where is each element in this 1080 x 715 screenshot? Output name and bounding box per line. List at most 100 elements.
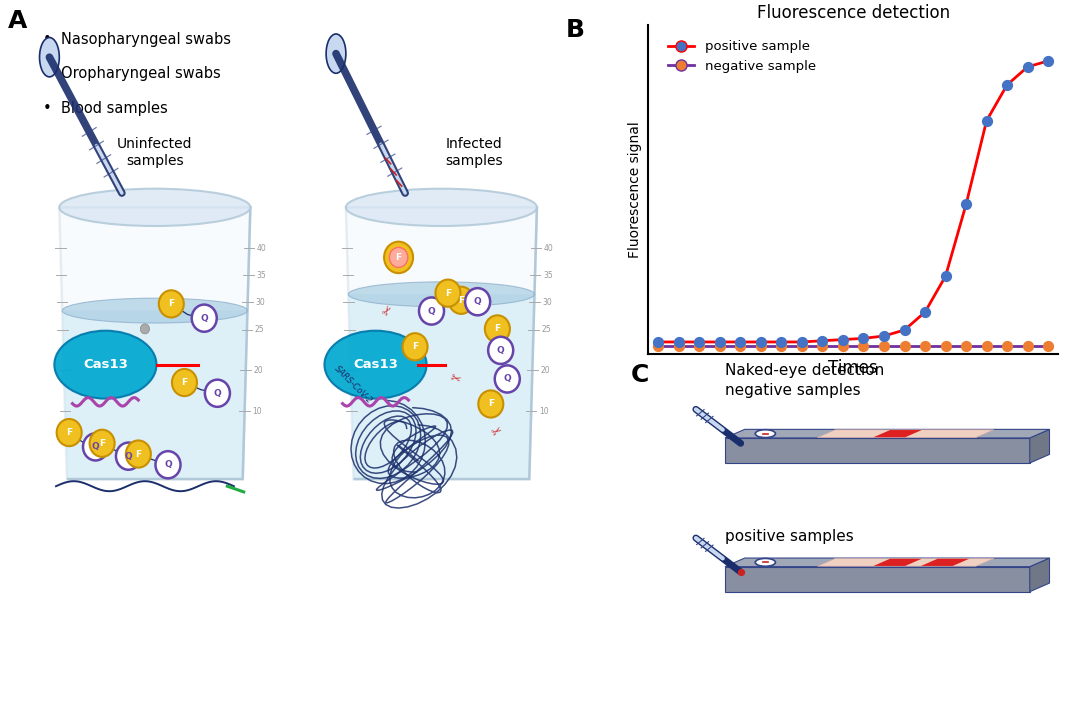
Text: Q: Q — [92, 443, 99, 451]
Circle shape — [172, 369, 197, 396]
Legend: positive sample, negative sample: positive sample, negative sample — [663, 35, 822, 78]
Circle shape — [384, 242, 413, 273]
Circle shape — [419, 297, 444, 325]
Point — [794, 336, 811, 347]
Text: 40: 40 — [257, 244, 267, 252]
Point — [670, 340, 687, 351]
Polygon shape — [725, 429, 1050, 438]
Circle shape — [56, 419, 82, 446]
Text: F: F — [411, 342, 418, 351]
Text: 25: 25 — [255, 325, 265, 334]
Ellipse shape — [755, 430, 775, 438]
Polygon shape — [874, 430, 921, 438]
Text: Cas13: Cas13 — [83, 358, 127, 371]
Circle shape — [478, 390, 503, 418]
Point — [937, 340, 955, 351]
Point — [917, 306, 934, 317]
Circle shape — [83, 433, 108, 460]
Text: F: F — [458, 296, 464, 305]
Text: Q: Q — [124, 452, 133, 460]
Circle shape — [192, 305, 217, 332]
Circle shape — [116, 443, 141, 470]
Point — [691, 336, 708, 347]
Point — [978, 115, 996, 127]
Point — [835, 334, 852, 345]
Text: 20: 20 — [254, 366, 264, 375]
Text: ✂: ✂ — [380, 303, 397, 319]
Text: •  Blood samples: • Blood samples — [43, 101, 167, 116]
Point — [875, 330, 892, 342]
Point — [875, 340, 892, 351]
Polygon shape — [874, 558, 921, 566]
Ellipse shape — [346, 189, 537, 226]
Point — [1020, 340, 1037, 351]
Text: Naked-eye detection
negative samples: Naked-eye detection negative samples — [725, 363, 885, 398]
Polygon shape — [725, 566, 1030, 592]
Ellipse shape — [755, 558, 775, 566]
Point — [855, 332, 873, 344]
Text: ✂: ✂ — [489, 424, 505, 441]
Point — [999, 79, 1016, 91]
Circle shape — [205, 380, 230, 407]
Circle shape — [159, 290, 184, 317]
Text: F: F — [495, 325, 500, 333]
Circle shape — [140, 324, 149, 334]
Text: F: F — [445, 289, 451, 297]
Text: F: F — [66, 428, 72, 437]
Ellipse shape — [59, 189, 251, 226]
Point — [917, 340, 934, 351]
Text: F: F — [395, 253, 402, 262]
Point — [1040, 55, 1057, 66]
Text: 30: 30 — [256, 298, 266, 307]
Polygon shape — [59, 207, 251, 479]
Text: F: F — [488, 400, 494, 408]
Point — [896, 340, 914, 351]
Circle shape — [495, 365, 519, 393]
Point — [732, 566, 750, 578]
Text: F: F — [168, 300, 174, 308]
Circle shape — [485, 315, 510, 342]
Point — [732, 336, 750, 347]
Text: Q: Q — [201, 314, 208, 322]
Polygon shape — [346, 207, 537, 479]
Text: F: F — [135, 450, 141, 458]
Point — [999, 340, 1016, 351]
Point — [978, 340, 996, 351]
Text: B: B — [566, 19, 585, 42]
Text: C: C — [631, 363, 649, 387]
Text: Q: Q — [503, 375, 511, 383]
Text: ✂: ✂ — [447, 371, 462, 387]
Text: •  Oropharyngeal swabs: • Oropharyngeal swabs — [43, 66, 220, 82]
Text: 30: 30 — [542, 298, 552, 307]
Ellipse shape — [40, 37, 59, 77]
Text: 10: 10 — [539, 407, 549, 415]
Point — [712, 336, 729, 347]
Point — [937, 270, 955, 282]
Point — [1040, 340, 1057, 351]
Circle shape — [435, 280, 460, 307]
Polygon shape — [818, 558, 994, 566]
Ellipse shape — [324, 330, 427, 398]
Polygon shape — [63, 310, 247, 479]
Text: SARS-CoV-2: SARS-CoV-2 — [333, 365, 375, 406]
Ellipse shape — [63, 298, 247, 323]
Point — [773, 340, 791, 351]
Point — [794, 340, 811, 351]
Point — [896, 325, 914, 336]
Point — [670, 336, 687, 347]
Point — [691, 340, 708, 351]
Text: Q: Q — [428, 307, 435, 315]
Text: •  Nasopharyngeal swabs: • Nasopharyngeal swabs — [43, 32, 231, 47]
Text: Q: Q — [214, 389, 221, 398]
Text: 25: 25 — [541, 325, 551, 334]
Text: 40: 40 — [543, 244, 553, 252]
Point — [835, 340, 852, 351]
Circle shape — [90, 430, 114, 457]
Text: Q: Q — [164, 460, 172, 469]
Circle shape — [488, 337, 513, 364]
Circle shape — [390, 247, 408, 267]
Circle shape — [156, 451, 180, 478]
Point — [855, 340, 873, 351]
Text: 35: 35 — [543, 271, 553, 280]
Ellipse shape — [54, 330, 157, 398]
